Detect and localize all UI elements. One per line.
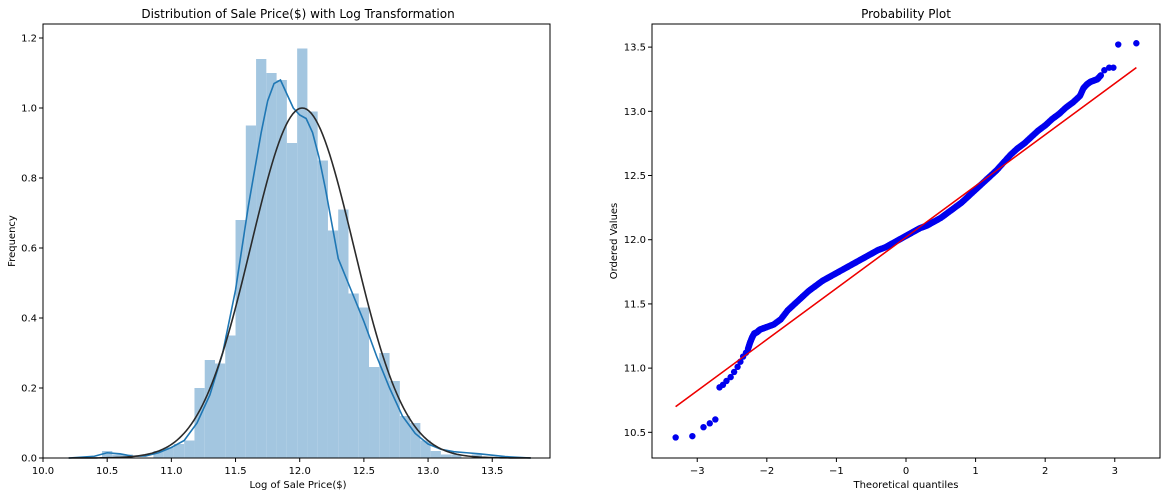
probability-y-tick-label: 11.0 — [624, 364, 646, 375]
probability-point — [1110, 64, 1117, 71]
histogram-bar — [276, 80, 287, 458]
probability-x-tick-label: −2 — [759, 466, 774, 477]
probability-y-axis-label: Ordered Values — [609, 203, 620, 280]
probability-y-ticks: 10.5 11.0 11.5 12.0 12.5 13.0 13.5 — [624, 43, 652, 439]
histogram-x-tick-label: 11.0 — [160, 466, 182, 477]
probability-plot-title: Probability Plot — [861, 7, 951, 21]
probability-y-tick-label: 13.0 — [624, 107, 646, 118]
probability-x-tick-label: −3 — [690, 466, 705, 477]
probability-y-tick-label: 12.5 — [624, 171, 646, 182]
histogram-bar — [266, 73, 277, 458]
probability-point — [1115, 41, 1122, 48]
histogram-x-ticks: 10.0 10.5 11.0 11.5 12.0 12.5 13.0 13.5 — [32, 458, 503, 477]
histogram-curves — [68, 78, 531, 459]
probability-x-tick-label: −1 — [829, 466, 844, 477]
histogram-y-ticks: 0.0 0.2 0.4 0.6 0.8 1.0 1.2 — [21, 34, 43, 465]
probability-points — [672, 40, 1140, 441]
histogram-y-tick-label: 0.2 — [21, 384, 37, 395]
histogram-bar — [245, 125, 257, 458]
probability-point — [1101, 67, 1108, 74]
histogram-bar — [204, 360, 215, 458]
kde-curve — [68, 78, 531, 459]
histogram-bar — [163, 447, 174, 458]
histogram-bar — [369, 367, 380, 458]
histogram-bar — [451, 454, 462, 458]
histogram-bar — [410, 423, 421, 458]
histogram-bar — [317, 160, 328, 458]
histogram-y-tick-label: 0.4 — [21, 314, 37, 325]
probability-y-tick-label: 11.5 — [624, 299, 646, 310]
histogram-bar — [194, 388, 205, 458]
histogram-panel: Distribution of Sale Price($) with Log T… — [7, 7, 551, 491]
probability-x-tick-label: 0 — [903, 466, 909, 477]
probability-point — [1133, 40, 1140, 47]
histogram-bar — [338, 209, 349, 458]
probability-point — [727, 373, 734, 381]
histogram-bar — [358, 307, 370, 458]
histogram-bar — [440, 454, 452, 458]
histogram-x-tick-label: 13.5 — [481, 466, 503, 477]
probability-point — [730, 368, 738, 376]
histogram-axes-frame — [42, 23, 551, 459]
histogram-bar — [235, 220, 246, 458]
histogram-bar — [297, 48, 308, 458]
histogram-bar — [399, 416, 411, 458]
probability-y-tick-label: 10.5 — [624, 428, 646, 439]
histogram-x-tick-label: 10.5 — [96, 466, 118, 477]
probability-point — [672, 434, 679, 441]
histogram-bar — [307, 111, 318, 458]
histogram-bar — [214, 363, 226, 458]
fit-line-overlay — [675, 67, 1137, 408]
histogram-y-tick-label: 1.2 — [21, 34, 37, 45]
probability-x-ticks: −3 −2 −1 0 1 2 3 — [690, 458, 1118, 477]
probability-y-tick-label: 13.5 — [624, 43, 646, 54]
probability-point — [734, 363, 741, 371]
histogram-y-tick-label: 0.8 — [21, 174, 37, 185]
probability-point — [1097, 72, 1105, 79]
probability-x-tick-label: 3 — [1112, 466, 1118, 477]
histogram-bar — [225, 335, 236, 458]
histogram-x-axis-label: Log of Sale Price($) — [249, 480, 346, 491]
histogram-title: Distribution of Sale Price($) with Log T… — [141, 7, 454, 21]
histogram-bar — [327, 230, 339, 458]
histogram-bar — [348, 293, 359, 458]
probability-x-axis-label: Theoretical quantiles — [852, 480, 958, 491]
probability-point — [689, 432, 696, 440]
histogram-bar — [430, 451, 441, 458]
histogram-y-tick-label: 0.0 — [21, 454, 37, 465]
probability-point — [712, 416, 719, 423]
probability-plot-panel: Probability Plot −3 −2 −1 0 1 2 3 10.5 11.0 11.5… — [609, 7, 1161, 491]
histogram-y-tick-label: 1.0 — [21, 104, 37, 115]
histogram-bar — [389, 381, 400, 458]
histogram-bar — [102, 451, 113, 458]
histogram-x-tick-label: 10.0 — [32, 466, 54, 477]
histogram-bars — [102, 48, 482, 458]
histogram-bar — [256, 59, 267, 458]
histogram-x-tick-label: 12.5 — [353, 466, 375, 477]
histogram-bar — [153, 451, 164, 458]
histogram-y-tick-label: 0.6 — [21, 244, 37, 255]
probability-point — [700, 423, 707, 431]
histogram-x-tick-label: 13.0 — [417, 466, 439, 477]
normal-fit-curve — [68, 107, 531, 459]
histogram-bar — [184, 440, 195, 458]
histogram-bar — [112, 454, 123, 458]
histogram-y-axis-label: Frequency — [7, 215, 18, 267]
probability-x-tick-label: 1 — [972, 466, 978, 477]
probability-y-tick-label: 12.0 — [624, 235, 646, 246]
histogram-bar — [173, 444, 185, 458]
probability-point — [723, 377, 730, 385]
histogram-bar — [420, 440, 431, 458]
histogram-bar — [286, 143, 298, 458]
probability-point — [706, 420, 713, 427]
probability-x-tick-label: 2 — [1042, 466, 1048, 477]
histogram-bar — [379, 353, 390, 458]
histogram-x-tick-label: 11.5 — [224, 466, 246, 477]
histogram-x-tick-label: 12.0 — [289, 466, 311, 477]
